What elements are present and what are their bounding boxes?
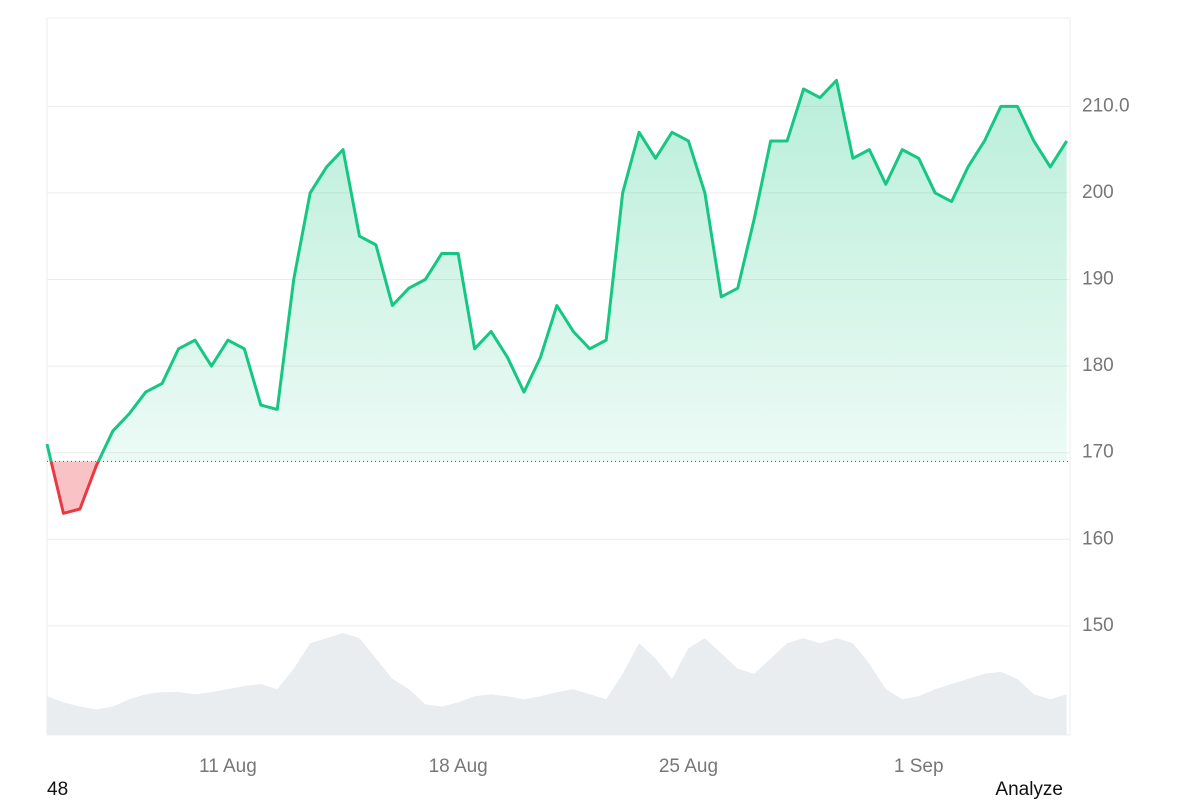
x-tick-label: 1 Sep	[894, 756, 944, 777]
y-tick-label: 210.0	[1082, 95, 1130, 116]
analyze-button[interactable]: Analyze	[995, 779, 1063, 800]
y-tick-label: 160	[1082, 528, 1114, 549]
x-tick-label: 18 Aug	[429, 756, 488, 777]
y-tick-label: 180	[1082, 355, 1114, 376]
volume-area	[47, 633, 1067, 735]
price-line-up	[45, 78, 1068, 462]
y-tick-label: 150	[1082, 615, 1114, 636]
area-down	[51, 461, 99, 514]
y-tick-label: 190	[1082, 269, 1114, 290]
y-tick-label: 200	[1082, 182, 1114, 203]
x-tick-label: 11 Aug	[199, 756, 257, 777]
footer-left: 48	[47, 779, 68, 800]
y-tick-label: 170	[1082, 442, 1114, 463]
x-tick-label: 25 Aug	[659, 756, 718, 777]
area-up	[47, 80, 1067, 462]
